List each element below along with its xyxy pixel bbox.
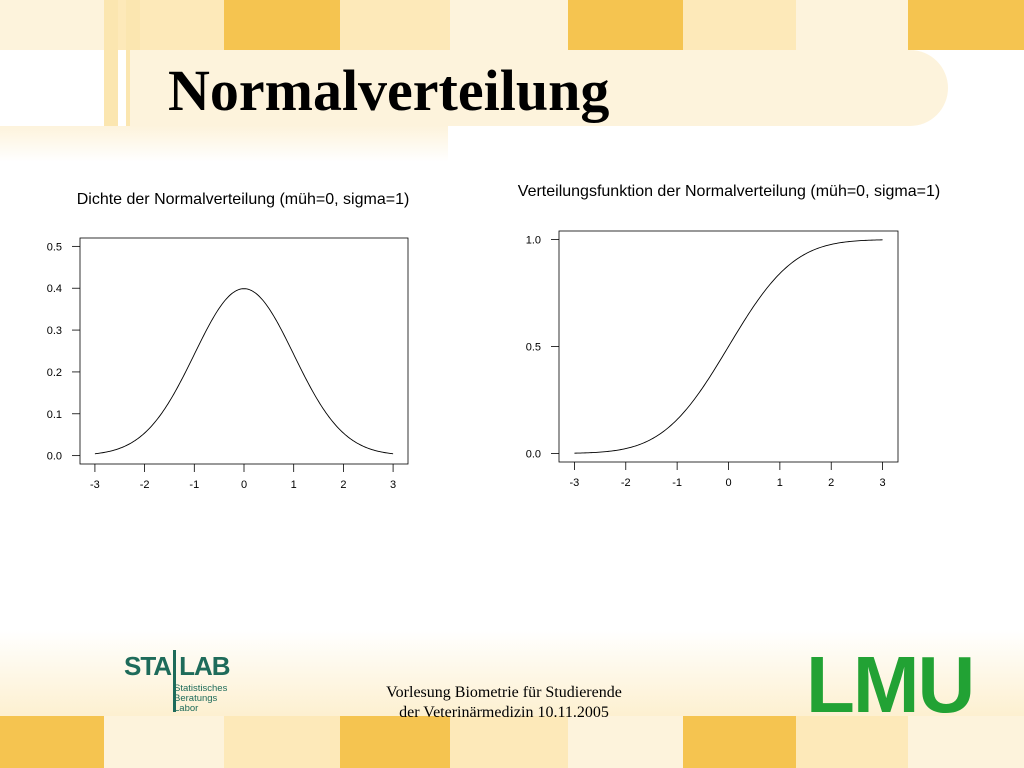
decor-tile — [0, 0, 104, 50]
title-band — [130, 50, 948, 126]
decor-vertical-bar — [104, 0, 118, 160]
series-line — [574, 239, 883, 454]
decor-tile — [683, 716, 796, 768]
density-chart: Dichte der Normalverteilung (müh=0, sigm… — [47, 191, 410, 491]
decor-tile — [224, 716, 340, 768]
stablab-logo: STA LAB Statistisches Beratungs Labor — [124, 650, 254, 716]
decor-tile — [796, 716, 908, 768]
y-tick-label: 1.0 — [526, 235, 541, 247]
x-tick-label: 2 — [828, 477, 834, 489]
stablab-sub-line: Statistisches — [174, 683, 228, 694]
decor-tile — [340, 0, 450, 50]
decor-tile — [450, 716, 568, 768]
y-tick-label: 0.0 — [47, 451, 62, 463]
decor-tile — [683, 0, 796, 50]
x-tick-label: 1 — [777, 477, 783, 489]
decor-tile — [104, 716, 224, 768]
x-tick-label: -1 — [189, 479, 199, 491]
y-tick-label: 0.5 — [47, 241, 62, 253]
decor-tile — [340, 716, 450, 768]
y-tick-label: 0.2 — [47, 367, 62, 379]
stablab-subtitle: Statistisches Beratungs Labor — [174, 684, 227, 714]
decor-tile — [908, 0, 1024, 50]
x-tick-label: -3 — [90, 479, 100, 491]
footer-fade — [0, 630, 1024, 716]
x-tick-label: 3 — [390, 479, 396, 491]
decor-tile — [568, 0, 683, 50]
stablab-divider — [173, 650, 176, 712]
top-decor-strip — [0, 0, 1024, 50]
decor-panel — [0, 126, 448, 162]
chart-title: Dichte der Normalverteilung (müh=0, sigm… — [77, 191, 410, 208]
decor-tile — [224, 0, 340, 50]
y-tick-label: 0.5 — [526, 342, 541, 354]
stablab-sub-line: Labor — [174, 703, 199, 714]
cdf-chart: Verteilungsfunktion der Normalverteilung… — [518, 183, 940, 489]
lmu-logo: LMU — [806, 640, 975, 729]
decor-tile — [568, 716, 683, 768]
series-line — [94, 288, 394, 455]
y-tick-label: 0.1 — [47, 409, 62, 421]
x-tick-label: -2 — [621, 477, 631, 489]
x-tick-label: 0 — [241, 479, 247, 491]
decor-tile — [104, 0, 224, 50]
x-tick-label: 2 — [340, 479, 346, 491]
stablab-logo-right: LAB — [179, 650, 230, 681]
x-tick-label: -2 — [140, 479, 150, 491]
decor-tile — [908, 716, 1024, 768]
slide-title: Normalverteilung — [168, 58, 610, 123]
stablab-sub-line: Beratungs — [174, 693, 218, 704]
footer-text: Vorlesung Biometrie für Studierende der … — [300, 683, 708, 723]
bottom-decor-strip — [0, 716, 1024, 768]
footer-line-1: Vorlesung Biometrie für Studierende — [386, 684, 622, 701]
decor-tile — [450, 0, 568, 50]
plot-frame — [79, 237, 409, 465]
decor-tile — [796, 0, 908, 50]
chart-title: Verteilungsfunktion der Normalverteilung… — [518, 183, 940, 200]
y-tick-label: 0.3 — [47, 325, 62, 337]
decor-tile — [0, 716, 104, 768]
y-tick-label: 0.4 — [47, 283, 62, 295]
y-tick-label: 0.0 — [526, 448, 541, 460]
x-tick-label: 1 — [291, 479, 297, 491]
stablab-logo-left: STA — [124, 650, 172, 681]
footer-line-2: der Veterinärmedizin 10.11.2005 — [399, 704, 609, 721]
x-tick-label: -1 — [672, 477, 682, 489]
x-tick-label: -3 — [570, 477, 580, 489]
x-tick-label: 3 — [880, 477, 886, 489]
x-tick-label: 0 — [725, 477, 731, 489]
